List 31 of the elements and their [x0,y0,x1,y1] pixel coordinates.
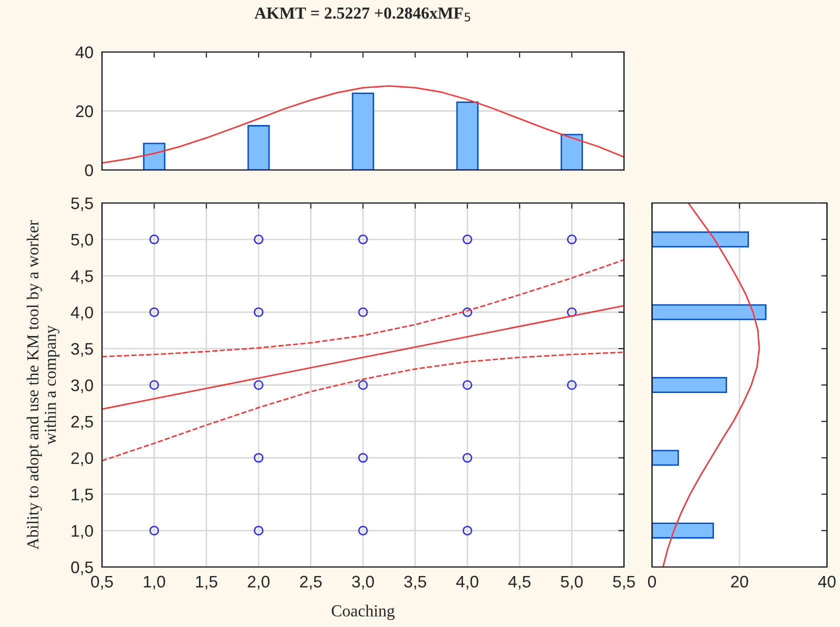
x-tick-label: 5,0 [560,576,583,590]
y-tick-label: 2,5 [71,416,93,430]
y-tick-label: 4,0 [70,306,94,320]
y-tick-label: 0,5 [71,561,93,576]
x-tick-label: 1,5 [196,576,218,590]
x-tick-label: 2,0 [248,576,270,590]
y-tick-label: 4,5 [70,270,93,284]
x-tick-label: 5,5 [613,576,635,590]
x-tick-label: 4,5 [508,576,530,590]
x-tick-label: 40 [818,576,836,588]
x-tick-label: 1,0 [144,576,166,590]
y-tick-label: 1,5 [72,488,93,502]
chart-title: AKMT = 2.5227 +0.2846xMF$_{5}$ [254,8,470,22]
y-axis-title: Ability to adopt and use the KM tool by a worker within a company [26,220,60,550]
x-axis-title: Coaching [332,604,395,620]
y-tick-label: 5,0 [71,234,94,248]
y-tick-label: 0 [85,164,94,176]
x-tick-label: 0,5 [91,576,113,590]
y-tick-label: 3,0 [71,379,94,394]
x-tick-label: 3,0 [352,576,374,590]
x-tick-label: 20 [731,576,748,588]
x-tick-label: 2,5 [300,576,322,590]
x-tick-label: 4,0 [456,576,478,590]
y-tick-label: 20 [76,105,94,118]
y-tick-label: 5,5 [71,198,93,212]
x-tick-label: 3,5 [404,576,426,590]
y-tick-label: 3,5 [71,343,93,357]
y-tick-label: 40 [76,46,94,58]
y-tick-label: 2,0 [71,452,94,466]
y-tick-label: 1,0 [72,525,94,539]
x-tick-label: 0 [648,576,656,588]
